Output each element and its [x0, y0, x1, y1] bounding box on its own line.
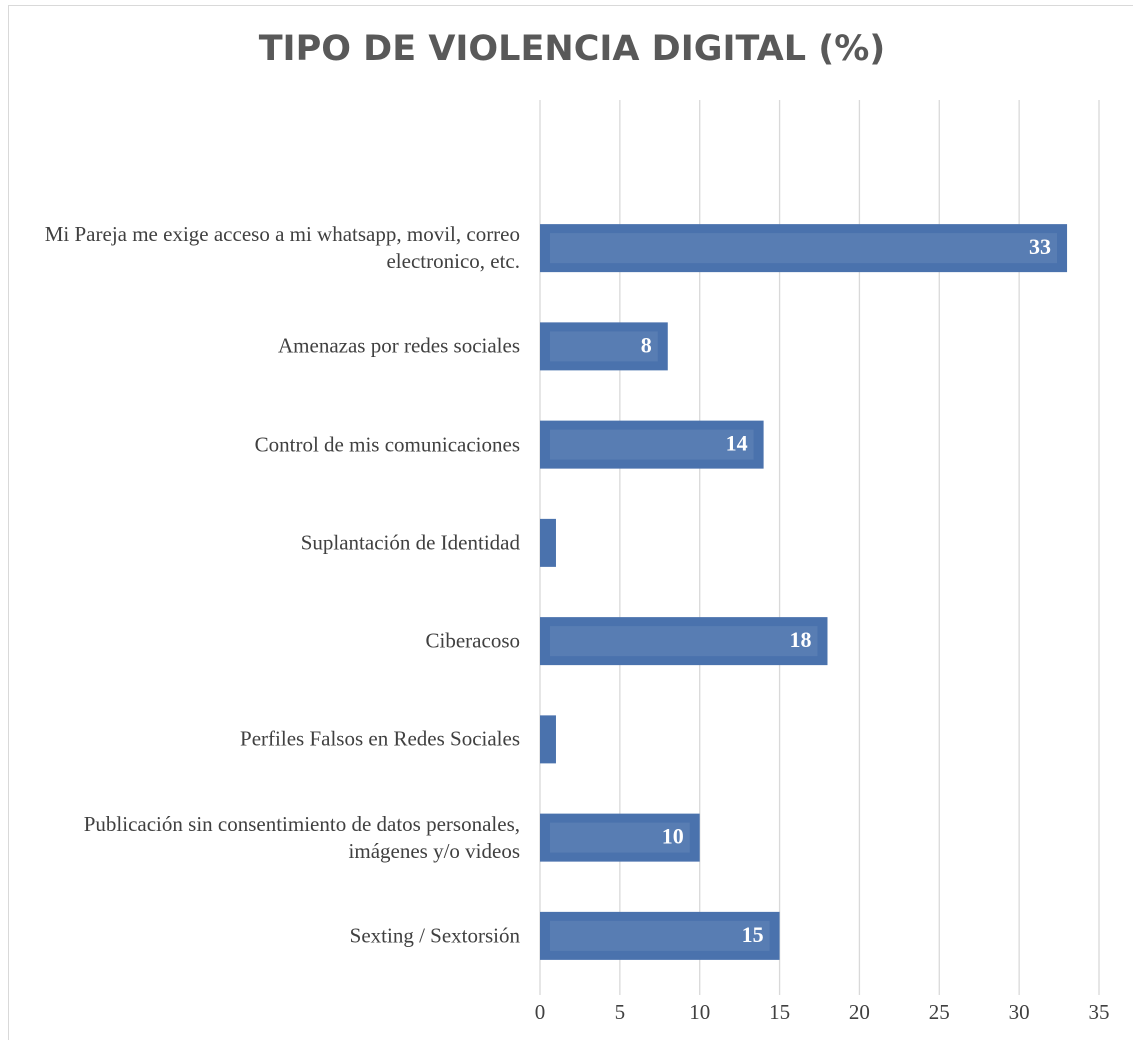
bar: [540, 420, 764, 469]
bar-highlight: [550, 331, 658, 362]
y-tick-label: Control de mis comunicaciones: [254, 432, 520, 457]
data-label: 14: [726, 431, 748, 456]
data-label: 10: [662, 824, 684, 849]
x-tick-label: 20: [849, 1000, 870, 1024]
bar: [540, 715, 556, 764]
bar: [540, 224, 1068, 273]
bar: [540, 911, 780, 960]
y-tick-label: Mi Pareja me exige acceso a mi whatsapp,…: [44, 222, 520, 274]
chart-title: TIPO DE VIOLENCIA DIGITAL (%): [259, 29, 886, 69]
x-tick-label: 30: [1009, 1000, 1030, 1024]
data-label: 33: [1029, 234, 1051, 259]
bar-highlight: [550, 626, 818, 657]
x-tick-label: 15: [769, 1000, 790, 1024]
y-tick-label: Suplantación de Identidad: [300, 530, 520, 555]
bar-highlight: [550, 233, 1058, 264]
data-label: 18: [789, 627, 811, 652]
data-label: 15: [742, 922, 764, 947]
x-tick-label: 35: [1089, 1000, 1110, 1024]
y-tick-label: Perfiles Falsos en Redes Sociales: [240, 726, 520, 751]
bar: [540, 813, 700, 862]
y-tick-label: Ciberacoso: [425, 628, 520, 653]
x-tick-label: 5: [615, 1000, 626, 1024]
chart-border: [8, 5, 1133, 1040]
bar: [540, 322, 668, 371]
y-tick-label: Sexting / Sextorsión: [349, 923, 520, 948]
bar: [540, 518, 556, 567]
x-tick-label: 10: [689, 1000, 710, 1024]
x-tick-label: 25: [929, 1000, 950, 1024]
y-tick-label: Publicación sin consentimiento de datos …: [83, 811, 520, 863]
bar: [540, 617, 828, 666]
x-tick-label: 0: [535, 1000, 546, 1024]
bar-highlight: [550, 920, 770, 951]
bar-highlight: [550, 429, 754, 460]
bar-highlight: [550, 822, 690, 853]
data-label: 8: [641, 332, 652, 357]
y-tick-label: Amenazas por redes sociales: [278, 333, 520, 358]
